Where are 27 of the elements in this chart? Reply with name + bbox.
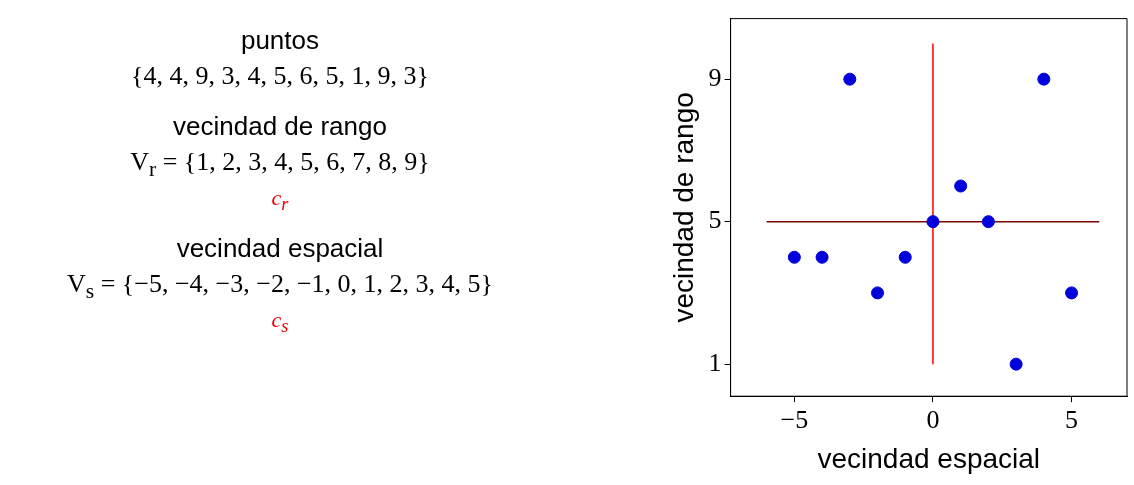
x-tick-label: 0 [926,404,940,434]
point [815,250,829,264]
text: c$_{r}$ [270,185,290,216]
point [1065,286,1079,300]
y-tick-label: 5 [708,205,722,235]
text: c$_{s}$ [270,306,290,338]
text: vecindad espacial [175,231,385,265]
point [871,286,885,300]
x-tick-label: 5 [1065,404,1079,434]
point [787,250,801,264]
point [843,72,857,86]
point [1009,357,1023,371]
point [1037,72,1051,86]
text: puntos [239,24,321,57]
point [954,179,968,193]
y-tick-label: 1 [708,347,722,377]
text: vecindad de rango [172,110,388,143]
x-tick-label: −5 [780,404,809,434]
text: {4, 4, 9, 3, 4, 5, 6, 5, 1, 9, 3} [130,60,430,92]
y-axis-title: vecindad de rango [667,92,699,323]
text: V$_{s}$ = {−5, −4, −3, −2, −1, 0, 1, 2, 3, 4, 5} [66,268,494,303]
point [898,250,912,264]
x-axis-title: vecindad espacial [817,442,1041,474]
point [981,215,995,229]
point [926,215,940,229]
text: V$_{r}$ = {1, 2, 3, 4, 5, 6, 7, 8, 9} [130,147,430,182]
y-tick-label: 9 [708,62,722,92]
